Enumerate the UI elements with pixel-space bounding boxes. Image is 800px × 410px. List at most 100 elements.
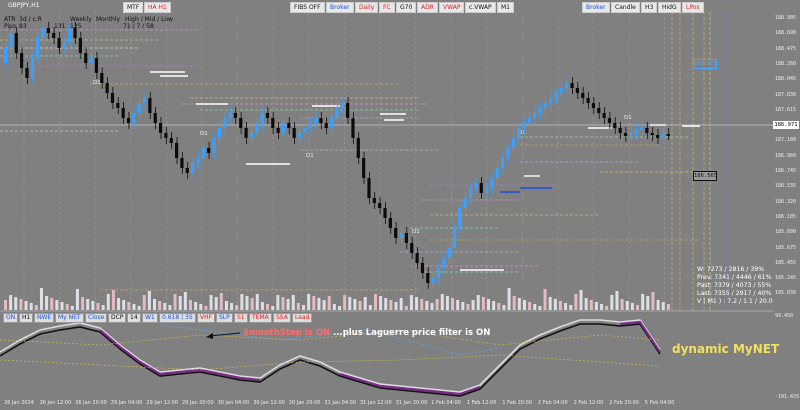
candle-body — [602, 113, 606, 118]
toolbar-button-hidg[interactable]: HidG — [658, 2, 681, 13]
toolbar-button-h1[interactable]: H1 — [19, 313, 34, 323]
volume-bar — [86, 299, 90, 310]
price-label: 186.960 — [775, 152, 797, 159]
toolbar-button-h3[interactable]: H3 — [641, 2, 658, 13]
volume-bar — [183, 292, 187, 310]
candle-body — [431, 278, 435, 283]
d1-marker: D1 — [624, 115, 632, 121]
candle-body — [554, 93, 558, 98]
toolbar-button-vwap[interactable]: VWAP — [439, 2, 465, 13]
toolbar-button-dcp[interactable]: DCP — [108, 313, 127, 323]
volume-bar — [317, 298, 321, 310]
candle-body — [255, 123, 259, 133]
volume-bar — [60, 302, 64, 310]
candle-body — [484, 188, 489, 193]
toolbar-button-tema[interactable]: TEMA — [249, 313, 272, 323]
toolbar-button-vhf[interactable]: VHF — [197, 313, 216, 323]
price-label: 188.690 — [775, 30, 797, 37]
volume-bar — [620, 299, 624, 310]
toolbar-button-broker[interactable]: Broker — [326, 2, 354, 13]
candle-body — [517, 128, 521, 138]
volume-bar — [50, 298, 54, 310]
candle-body — [185, 168, 189, 173]
time-label: 29 Jan 20:00 — [182, 400, 214, 406]
volume-bar — [656, 300, 660, 310]
candle-body — [265, 113, 270, 118]
toolbar-button-my-net[interactable]: My NET — [55, 313, 84, 323]
price-label: 188.475 — [775, 45, 797, 52]
toolbar-button-fc[interactable]: FC — [379, 2, 395, 13]
volume-bar — [307, 294, 311, 310]
volume-bar — [178, 296, 182, 310]
toolbar-button-broker[interactable]: Broker — [582, 2, 610, 13]
candle-body — [538, 108, 542, 113]
volume-bar — [661, 302, 665, 310]
volume-bar — [224, 301, 228, 310]
price-label: 185.245 — [775, 275, 797, 282]
candle-body — [239, 118, 243, 128]
toolbar-button-lead[interactable]: Lead — [292, 313, 313, 323]
candle-body — [319, 118, 323, 123]
toolbar-button-adr[interactable]: ADR — [417, 2, 438, 13]
toolbar-button-daily[interactable]: Daily — [355, 2, 379, 13]
volume-bar — [373, 294, 377, 310]
volume-bar — [101, 305, 105, 310]
candlestick-series — [4, 22, 670, 289]
toolbar-button-fibs-off[interactable]: FIBS OFF — [290, 2, 325, 13]
volume-bar — [106, 294, 110, 310]
volume-bar — [666, 304, 670, 310]
candle-body — [394, 228, 398, 238]
oscillator-purple-segment-3 — [619, 320, 661, 353]
toolbar-button-0-618-35[interactable]: 0.618 | 35 — [159, 313, 196, 323]
candle-body — [666, 134, 670, 136]
time-label: 5 Feb 04:00 — [644, 400, 675, 406]
toolbar-button-mtf[interactable]: MTF — [123, 2, 144, 13]
volume-bar — [219, 293, 223, 310]
volume-bar — [522, 300, 526, 310]
toolbar-button-slp[interactable]: SLP — [216, 313, 233, 323]
volume-bar — [127, 302, 131, 310]
candle-body — [14, 33, 18, 53]
price-label: 187.830 — [775, 91, 797, 98]
candle-body — [650, 133, 654, 135]
toolbar-button-nwe[interactable]: NWE — [34, 313, 55, 323]
toolbar-button-candle[interactable]: Candle — [611, 2, 640, 13]
candle-body — [506, 148, 510, 158]
candle-body — [570, 83, 574, 88]
volume-bar — [558, 301, 562, 310]
toolbar-button-ssa[interactable]: SSA — [273, 313, 291, 323]
volume-bar — [343, 295, 347, 310]
volume-bar — [476, 295, 480, 310]
candle-body — [378, 203, 382, 208]
time-label: 26 Jan 20:00 — [75, 400, 107, 406]
candle-body — [25, 68, 29, 78]
toolbar-button-g70[interactable]: G70 — [396, 2, 417, 13]
volume-bar — [235, 305, 239, 310]
volume-bar — [471, 300, 475, 310]
volume-bar — [600, 304, 604, 310]
volume-bar — [399, 298, 403, 310]
stats-line-prev: Prev: 7341 / 4446 / 61% — [697, 274, 772, 281]
candle-body — [121, 108, 125, 118]
toolbar-button-on[interactable]: ON — [3, 313, 19, 323]
toolbar-button-ha-h1[interactable]: HA H1 — [144, 2, 171, 13]
candle-body — [313, 118, 318, 123]
candle-body — [41, 28, 45, 38]
candle-body — [533, 113, 537, 118]
volume-bar — [625, 301, 629, 310]
volume-bar — [651, 292, 655, 310]
toolbar-button-lpos[interactable]: LPos — [682, 2, 704, 13]
candle-body — [575, 88, 580, 93]
toolbar-button-m1[interactable]: M1 — [497, 2, 514, 13]
candle-body — [586, 98, 590, 103]
toolbar-button-w1[interactable]: W1 — [142, 313, 158, 323]
toolbar-button-close[interactable]: Close — [85, 313, 108, 323]
candle-body — [153, 113, 157, 123]
toolbar-button-14[interactable]: 14 — [127, 313, 141, 323]
candle-body — [180, 158, 184, 168]
toolbar-button-c-vwap[interactable]: c.VWAP — [465, 2, 496, 13]
toolbar-button-s1[interactable]: S1 — [234, 313, 248, 323]
price-label: 186.105 — [775, 213, 797, 220]
info-3d-value: 83 — [19, 23, 27, 30]
